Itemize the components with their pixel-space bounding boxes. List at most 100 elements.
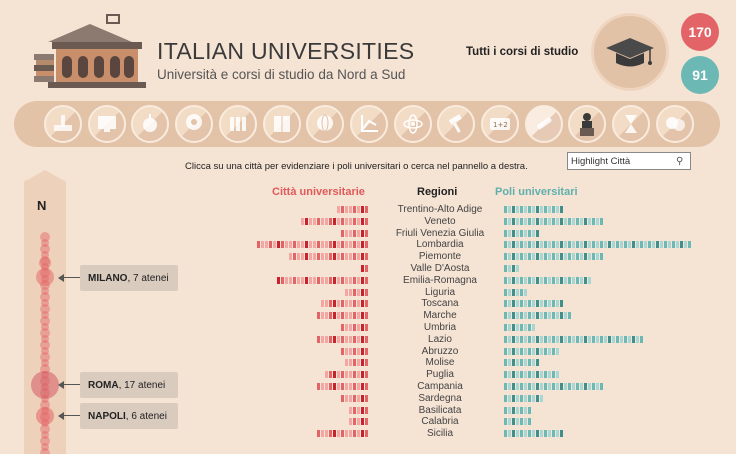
city-square[interactable] [337,430,340,438]
city-square[interactable] [365,406,368,414]
region-name[interactable]: Veneto [424,215,456,227]
city-square[interactable] [357,229,360,237]
city-square[interactable] [349,217,352,225]
city-square[interactable] [357,253,360,261]
city-square[interactable] [321,312,324,320]
agriculture-icon-button[interactable] [131,105,170,143]
region-row[interactable]: Umbria [0,322,736,334]
city-square[interactable] [345,383,348,390]
city-square[interactable] [337,371,340,379]
city-square[interactable] [329,253,332,261]
city-square[interactable] [321,241,324,249]
city-square[interactable] [345,217,348,225]
city-square[interactable] [361,430,364,438]
city-square[interactable] [361,347,364,355]
city-square[interactable] [357,276,360,284]
medicine-icon-button[interactable] [524,105,563,143]
city-square[interactable] [345,288,348,296]
city-square[interactable] [309,253,312,261]
city-square[interactable] [341,206,344,213]
city-square[interactable] [361,206,364,213]
city-dot[interactable] [40,244,50,254]
region-name[interactable]: Molise [425,357,455,369]
arts-icon-button[interactable] [655,105,694,143]
city-dot[interactable] [40,424,50,434]
city-square[interactable] [301,217,304,225]
city-square[interactable] [277,241,280,249]
law-icon-button[interactable] [437,105,476,143]
city-square[interactable] [353,288,356,296]
city-square[interactable] [353,394,356,402]
highlight-city-input[interactable] [571,155,676,167]
computer-science-icon-button[interactable] [87,105,126,143]
city-dot[interactable] [40,328,50,338]
city-square[interactable] [349,335,352,343]
city-dot[interactable] [40,448,50,454]
city-square[interactable] [297,253,300,261]
city-square[interactable] [357,371,360,379]
city-square[interactable] [333,335,336,343]
region-name[interactable]: Umbria [423,322,457,333]
region-row[interactable]: Emilia-Romagna [0,275,736,287]
city-square[interactable] [325,312,328,320]
city-square[interactable] [357,394,360,402]
city-square[interactable] [349,300,352,308]
city-square[interactable] [361,371,364,379]
city-dots[interactable] [24,225,66,454]
city-square[interactable] [357,241,360,249]
city-square[interactable] [353,430,356,438]
geography-icon-button[interactable] [306,105,345,143]
city-square[interactable] [353,206,356,213]
city-square[interactable] [293,253,296,261]
city-square[interactable] [365,312,368,320]
city-square[interactable] [365,394,368,402]
city-square[interactable] [329,300,332,308]
city-square[interactable] [349,359,352,367]
milano-dot[interactable] [36,268,54,286]
mathematics-icon-button[interactable] [349,105,388,143]
city-square[interactable] [357,430,360,438]
region-row[interactable]: Molise [0,357,736,369]
region-name[interactable]: Sardegna [418,392,462,404]
city-square[interactable] [325,300,328,308]
city-square[interactable] [353,347,356,355]
city-dot[interactable] [41,359,49,367]
politics-icon-button[interactable] [568,105,607,143]
city-dot[interactable] [40,304,50,314]
city-square[interactable] [321,276,324,284]
city-square[interactable] [289,241,292,249]
city-square[interactable] [333,217,336,225]
city-dot[interactable] [40,256,50,266]
region-row[interactable]: Piemonte [0,251,736,263]
city-square[interactable] [361,324,364,331]
city-square[interactable] [365,229,368,237]
region-name[interactable]: Friuli Venezia Giulia [395,227,485,239]
region-name[interactable]: Puglia [426,369,454,381]
city-square[interactable] [353,253,356,261]
city-square[interactable] [329,371,332,379]
region-name[interactable]: Abruzzo [421,345,459,357]
city-square[interactable] [349,383,352,390]
city-dot[interactable] [41,335,49,343]
city-square[interactable] [353,371,356,379]
city-square[interactable] [349,288,352,296]
city-dot[interactable] [40,316,50,326]
city-square[interactable] [333,300,336,308]
city-square[interactable] [301,276,304,284]
city-square[interactable] [325,383,328,390]
city-square[interactable] [329,335,332,343]
city-square[interactable] [333,253,336,261]
city-square[interactable] [345,335,348,343]
city-square[interactable] [341,241,344,249]
city-square[interactable] [361,300,364,308]
city-square[interactable] [345,430,348,438]
city-square[interactable] [301,253,304,261]
city-square[interactable] [349,276,352,284]
city-dot[interactable] [41,443,49,451]
city-square[interactable] [273,241,276,249]
city-square[interactable] [337,217,340,225]
region-row[interactable]: Veneto [0,216,736,228]
city-square[interactable] [357,383,360,390]
city-square[interactable] [333,371,336,379]
roma-dot[interactable] [31,371,59,399]
